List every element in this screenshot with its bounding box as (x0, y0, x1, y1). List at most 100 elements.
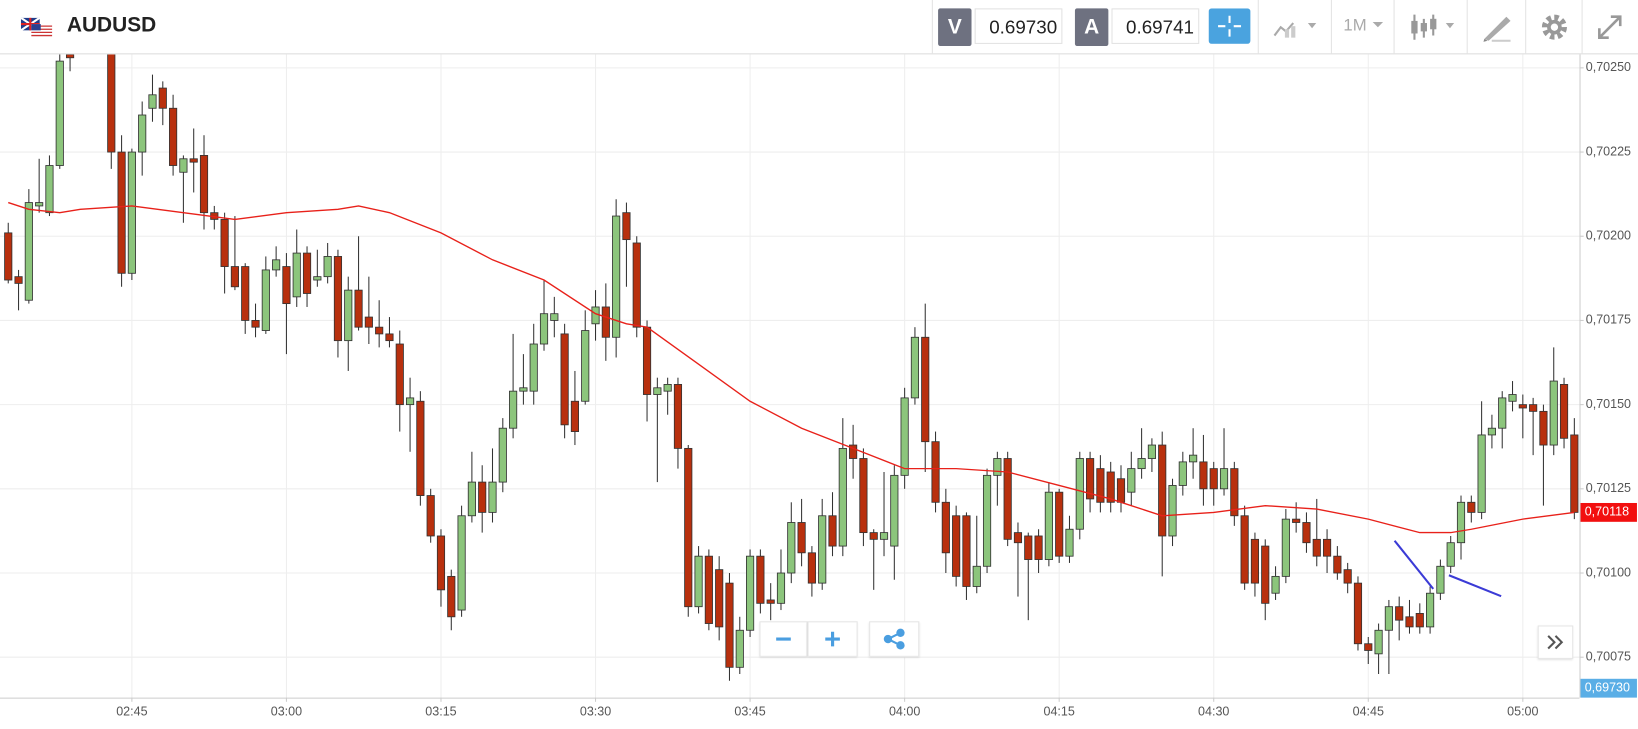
candle-body (879, 532, 889, 540)
toolbar: AUDUSD V 0.69730 A 0.69741 1M (0, 0, 1638, 55)
candle-body (612, 215, 621, 338)
drawing-tools-button[interactable] (1481, 13, 1512, 42)
candle-body (890, 474, 899, 547)
candle-body (65, 54, 75, 59)
candle-body (632, 242, 641, 328)
candle-body (1147, 444, 1156, 459)
candle-body (952, 515, 961, 577)
candle-body (333, 256, 343, 342)
candle-body (1477, 434, 1486, 513)
candle-body (148, 94, 157, 109)
sell-label[interactable]: V (938, 8, 972, 47)
candle-body (550, 313, 559, 321)
y-tick-label: 0,70175 (1586, 313, 1631, 327)
candle-body (1137, 458, 1146, 470)
separator (1525, 0, 1527, 54)
candle-body (1508, 394, 1517, 402)
candle-body (405, 397, 415, 406)
candle-body (45, 165, 54, 214)
share-button[interactable] (869, 621, 920, 657)
candle-body (1209, 468, 1218, 490)
candle-body (1333, 555, 1342, 574)
fullscreen-button[interactable] (1596, 14, 1623, 41)
candle-body (900, 397, 909, 476)
scroll-to-end-button[interactable] (1537, 625, 1574, 659)
candle-body (982, 474, 992, 567)
candle-body (1271, 575, 1280, 594)
candle-body (169, 107, 178, 166)
candle-body (673, 384, 683, 449)
candle-body (1003, 458, 1012, 540)
candle-body (1199, 461, 1208, 490)
candle-body (1436, 565, 1445, 594)
candle-body (1116, 478, 1126, 503)
candle-body (838, 447, 847, 547)
buy-price[interactable]: 0.69741 (1111, 8, 1200, 44)
candle-body (1570, 434, 1579, 513)
separator (1581, 0, 1583, 54)
buy-label[interactable]: A (1074, 8, 1109, 47)
candle-body (787, 522, 796, 574)
candle-body (488, 481, 497, 513)
candle-body (509, 390, 518, 429)
x-tick-label: 05:00 (1507, 705, 1538, 719)
candle-body (735, 629, 744, 668)
y-tick-label: 0,70200 (1586, 229, 1631, 243)
y-tick-label: 0,70100 (1586, 565, 1631, 579)
candle-body (1549, 380, 1558, 446)
y-tick-label: 0,70125 (1586, 481, 1631, 495)
candle-body (704, 555, 713, 624)
candle-body (24, 202, 33, 301)
candle-body (1024, 535, 1033, 560)
candle-body (797, 522, 806, 554)
zoom-out-button[interactable] (759, 621, 808, 657)
candle-body (1456, 501, 1466, 544)
candle-body (529, 343, 538, 392)
zoom-in-button[interactable] (807, 621, 858, 657)
candle-body (1127, 468, 1136, 493)
candle-style-button[interactable] (1408, 13, 1460, 42)
candle-body (179, 158, 188, 173)
separator (1466, 0, 1468, 54)
candle-body (993, 458, 1002, 476)
x-tick-label: 03:15 (425, 705, 456, 719)
crosshair-button[interactable] (1208, 8, 1251, 44)
candle-body (972, 565, 981, 587)
candle-body (313, 276, 322, 281)
candle-body (282, 266, 291, 305)
y-tick-label: 0,70150 (1586, 397, 1631, 411)
axes: 0,70075 0,70100 0,70125 0,70150 0,70175 0,702… (116, 60, 1637, 719)
candle-body (1405, 616, 1414, 628)
candle-body (1240, 515, 1249, 584)
candle-body (4, 232, 13, 281)
candle-body (55, 60, 64, 166)
candle-body (1498, 397, 1507, 429)
candle-body (849, 444, 858, 459)
x-tick-label: 04:30 (1198, 705, 1229, 719)
candle-body (302, 252, 312, 294)
candle-body (1446, 542, 1455, 567)
candle-body (1353, 582, 1363, 645)
candle-body (828, 515, 837, 547)
candle-body (457, 515, 466, 611)
candle-body (364, 316, 373, 328)
x-tick-label: 04:45 (1353, 705, 1384, 719)
candle-body (962, 515, 971, 587)
candle-body (478, 481, 487, 513)
candle-body (1539, 410, 1548, 446)
moving-average-line (8, 201, 1575, 534)
sell-price[interactable]: 0.69730 (974, 8, 1063, 44)
candle-body (189, 158, 198, 163)
x-tick-label: 03:45 (734, 705, 765, 719)
candle-body (436, 535, 446, 591)
timeframe[interactable]: 1M (1343, 16, 1367, 35)
candle-body (323, 256, 332, 278)
candle-body (1292, 518, 1301, 523)
settings-button[interactable] (1540, 13, 1569, 42)
candle-body (14, 276, 23, 284)
chart-type-button[interactable] (1272, 17, 1322, 40)
candle-body (416, 400, 425, 496)
y-tick-label: 0,70075 (1586, 650, 1631, 664)
